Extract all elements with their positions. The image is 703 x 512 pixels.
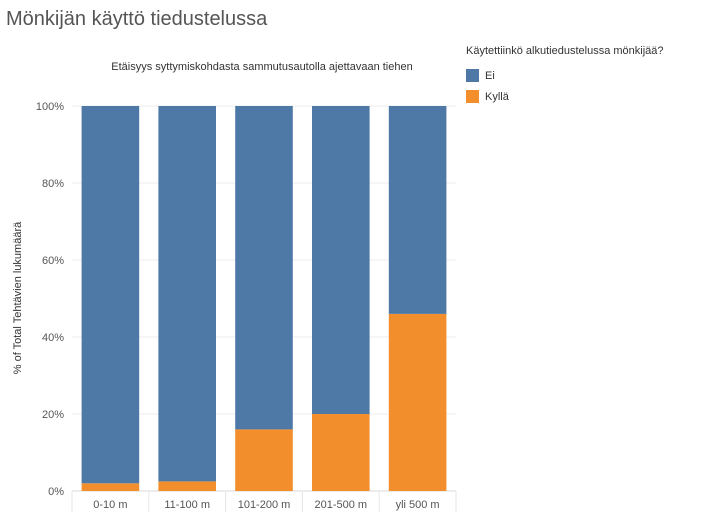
bar-segment-ei[interactable] [312, 106, 370, 414]
page-title: Mönkijän käyttö tiedustelussa [6, 8, 268, 30]
bar-segment-kyll-[interactable] [81, 483, 140, 491]
bar-segment-ei[interactable] [81, 106, 140, 484]
bars [81, 106, 447, 491]
x-tick-label: 11-100 m [164, 499, 210, 511]
x-axis-ticks: 0-10 m 11-100 m 101-200 m 201-500 m yli 500 … [93, 499, 439, 511]
chart-title: Etäisyys syttymiskohdasta sammutusautoll… [111, 61, 412, 73]
legend-item-kylla[interactable]: Kyllä [466, 86, 664, 107]
y-axis-ticks: 0% 20% 40% 60% 80% 100% [36, 101, 64, 498]
legend: Käytettiinkö alkutiedustelussa mönkijää?… [466, 45, 664, 107]
bar-segment-kyll-[interactable] [312, 414, 370, 491]
legend-swatch-ei [466, 69, 479, 82]
x-tick-label: 101-200 m [238, 499, 291, 511]
y-tick-label: 20% [42, 409, 64, 421]
legend-item-ei[interactable]: Ei [466, 65, 664, 86]
legend-title: Käytettiinkö alkutiedustelussa mönkijää? [466, 45, 664, 57]
bar-segment-ei[interactable] [388, 106, 447, 314]
y-tick-label: 0% [48, 486, 64, 498]
legend-swatch-kylla [466, 90, 479, 103]
x-tick-label: 201-500 m [315, 499, 368, 511]
y-tick-label: 100% [36, 101, 64, 113]
y-tick-label: 80% [42, 178, 64, 190]
y-axis-label: % of Total Tehtävien lukumäärä [12, 221, 24, 374]
bar-segment-kyll-[interactable] [235, 429, 293, 491]
bar-segment-kyll-[interactable] [158, 481, 216, 491]
bar-segment-kyll-[interactable] [388, 313, 447, 491]
bar-segment-ei[interactable] [235, 106, 293, 430]
legend-label-ei: Ei [485, 69, 495, 82]
y-tick-label: 60% [42, 255, 64, 267]
x-tick-label: yli 500 m [396, 499, 440, 511]
bar-segment-ei[interactable] [158, 106, 216, 482]
x-tick-label: 0-10 m [93, 499, 127, 511]
y-tick-label: 40% [42, 332, 64, 344]
legend-label-kylla: Kyllä [485, 90, 509, 103]
